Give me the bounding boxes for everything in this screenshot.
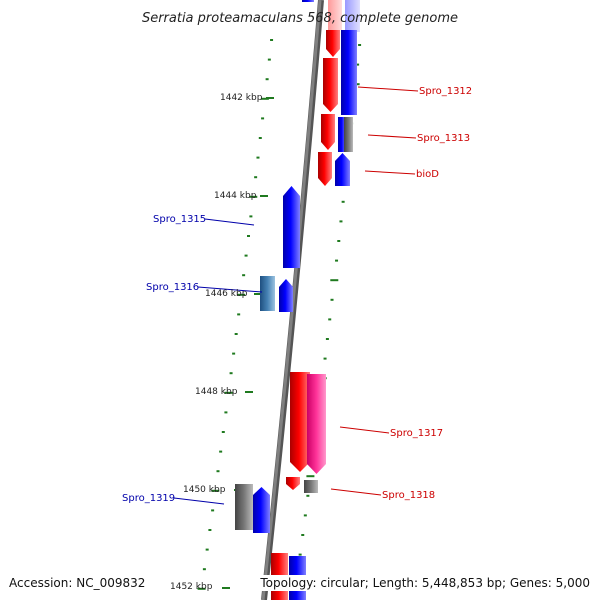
gene-reverse-faded[interactable] <box>345 0 360 32</box>
gene-spro-1313-b[interactable] <box>344 117 353 152</box>
kbp-label-1442: 1442 kbp <box>220 93 263 103</box>
leader-spro-1313 <box>367 134 417 139</box>
accession-text: Accession: NC_009832 <box>9 576 145 590</box>
kbp-label-1448: 1448 kbp <box>195 387 238 397</box>
gene-forward-3[interactable] <box>321 114 335 150</box>
genome-summary-text: Topology: circular; Length: 5,448,853 bp… <box>259 576 590 590</box>
gene-spro-1315[interactable] <box>283 186 300 268</box>
genes <box>235 0 360 600</box>
kbp-label-1452: 1452 kbp <box>170 582 213 592</box>
kbp-label-1450: 1450 kbp <box>183 485 226 495</box>
gene-label-spro-1317[interactable]: Spro_1317 <box>390 428 443 439</box>
gene-spro-1316-b[interactable] <box>279 279 293 312</box>
diagram-title: Serratia proteamaculans 568, complete ge… <box>142 11 458 26</box>
genome-backbone <box>261 0 324 600</box>
gene-reverse-top-partial[interactable] <box>302 0 314 2</box>
kbp-label-1446: 1446 kbp <box>205 289 248 299</box>
gene-label-spro-1318[interactable]: Spro_1318 <box>382 490 435 501</box>
gene-forward-1[interactable] <box>326 30 340 57</box>
gene-spro-1319-b[interactable] <box>253 487 270 533</box>
gene-biod[interactable] <box>335 153 350 186</box>
position-ticks <box>197 39 362 590</box>
gene-spro-1312[interactable] <box>341 30 357 115</box>
leader-biod <box>364 170 416 175</box>
gene-spro-1318-b[interactable] <box>304 480 318 493</box>
gene-spro-1317-b[interactable] <box>307 374 326 474</box>
gene-spro-1318-a[interactable] <box>286 477 300 490</box>
kbp-label-1444: 1444 kbp <box>214 191 257 201</box>
gene-spro-1319-a[interactable] <box>235 484 253 530</box>
leader-spro-1312 <box>357 86 419 92</box>
gene-label-spro-1315[interactable]: Spro_1315 <box>153 214 206 225</box>
footer-text-backing <box>257 575 592 591</box>
label-leader-lines <box>173 86 419 505</box>
gene-label-spro-1319[interactable]: Spro_1319 <box>122 493 175 504</box>
gene-forward-2[interactable] <box>323 58 338 112</box>
leader-spro-1315 <box>204 218 255 226</box>
gene-label-biod[interactable]: bioD <box>416 169 439 180</box>
gene-forward-faded[interactable] <box>328 0 342 30</box>
gene-label-spro-1312[interactable]: Spro_1312 <box>419 86 472 97</box>
gene-label-spro-1316[interactable]: Spro_1316 <box>146 282 199 293</box>
leader-spro-1316 <box>197 286 263 293</box>
gene-spro-1316-a[interactable] <box>260 276 275 311</box>
gene-spro-1317-a[interactable] <box>290 372 310 472</box>
leader-spro-1319 <box>173 497 225 505</box>
gene-forward-4[interactable] <box>318 152 332 186</box>
footer-text-backing <box>7 575 148 591</box>
leader-spro-1318 <box>330 488 382 496</box>
leader-spro-1317 <box>339 426 390 434</box>
backbone-highlight <box>261 0 322 600</box>
gene-label-spro-1313[interactable]: Spro_1313 <box>417 133 470 144</box>
